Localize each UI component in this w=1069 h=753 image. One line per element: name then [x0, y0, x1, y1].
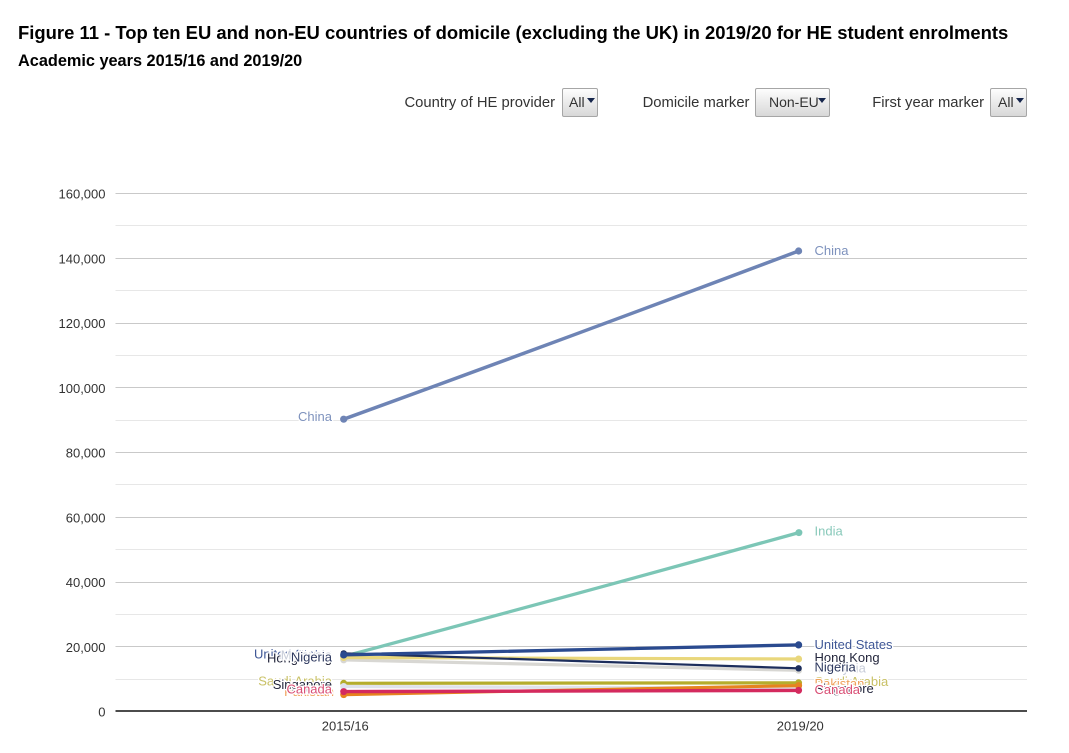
svg-text:Hong Kong: Hong Kong	[815, 650, 880, 665]
svg-text:China: China	[815, 243, 850, 258]
svg-text:100,000: 100,000	[59, 381, 106, 396]
svg-text:United States: United States	[254, 646, 333, 661]
svg-text:2015/16: 2015/16	[322, 719, 369, 734]
svg-text:120,000: 120,000	[59, 316, 106, 331]
svg-text:20,000: 20,000	[66, 640, 106, 655]
svg-text:80,000: 80,000	[66, 446, 106, 461]
svg-text:160,000: 160,000	[59, 187, 106, 202]
svg-text:Pakistan: Pakistan	[284, 684, 334, 699]
svg-text:China: China	[298, 409, 333, 424]
svg-text:India: India	[815, 524, 844, 539]
svg-text:Nigeria: Nigeria	[291, 650, 333, 665]
svg-text:Malaysia: Malaysia	[815, 661, 867, 676]
svg-text:0: 0	[98, 705, 105, 720]
svg-text:Canada: Canada	[286, 682, 332, 697]
svg-text:Nigeria: Nigeria	[815, 659, 857, 674]
svg-text:Singapore: Singapore	[815, 681, 874, 696]
svg-text:Saudi Arabia: Saudi Arabia	[258, 674, 332, 689]
svg-text:Malaysia: Malaysia	[281, 647, 333, 662]
svg-text:2019/20: 2019/20	[777, 719, 824, 734]
svg-text:Hong Kong: Hong Kong	[267, 651, 332, 666]
svg-text:140,000: 140,000	[59, 251, 106, 266]
svg-text:Canada: Canada	[815, 682, 861, 697]
svg-text:40,000: 40,000	[66, 575, 106, 590]
svg-text:India: India	[304, 649, 333, 664]
svg-text:Singapore: Singapore	[273, 677, 332, 692]
svg-text:60,000: 60,000	[66, 510, 106, 525]
svg-text:United States: United States	[815, 637, 894, 652]
svg-text:Pakistan: Pakistan	[815, 676, 865, 691]
svg-text:Saudi Arabia: Saudi Arabia	[815, 674, 889, 689]
